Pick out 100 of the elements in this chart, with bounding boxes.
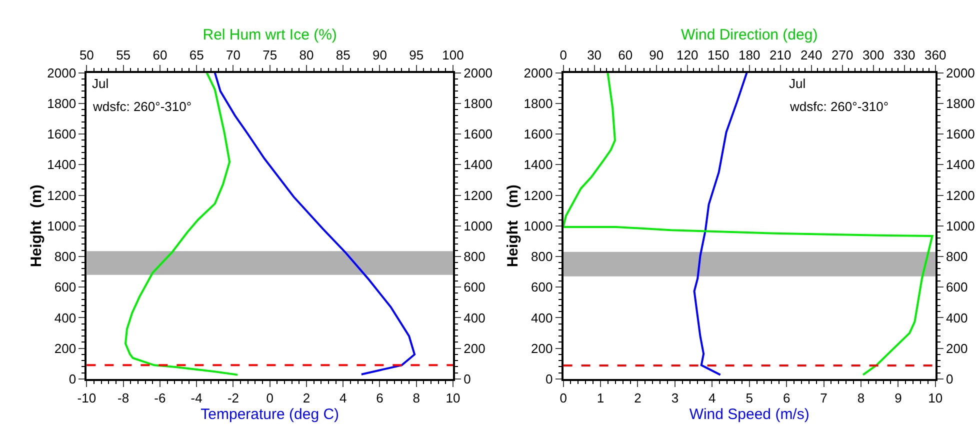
x-tick-label: 4 <box>708 390 716 406</box>
x-tick-label: 5 <box>746 390 753 406</box>
x2-tick-label: 330 <box>894 48 916 63</box>
line-series <box>214 72 416 376</box>
x-tick-label: 2 <box>302 390 310 406</box>
y-tick-label: 1800 <box>524 96 553 111</box>
y-tick-label: 1200 <box>47 188 76 203</box>
y2-tick-label: 1200 <box>946 188 975 203</box>
x2-tick-label: 240 <box>800 48 822 63</box>
y-tick-label: 1800 <box>47 96 76 111</box>
y-tick-label: 400 <box>54 310 76 326</box>
x-tick-label: 8 <box>857 390 865 406</box>
y-tick-label: 800 <box>531 249 553 264</box>
y-tick-label: 1600 <box>47 126 76 142</box>
y-tick-label: 800 <box>54 249 76 264</box>
x-tick-label: 10 <box>928 390 943 406</box>
y-tick-label: 1200 <box>524 188 553 203</box>
y2-tick-label: 1800 <box>464 96 493 111</box>
y2-tick-label: 1400 <box>946 157 975 172</box>
y2-tick-label: 200 <box>464 340 486 356</box>
x-axis-title: Wind Speed (m/s) <box>689 406 810 424</box>
line-series <box>693 72 748 376</box>
x2-tick-label: 180 <box>738 48 760 63</box>
x2-tick-label: 60 <box>618 48 633 63</box>
x-tick-label: 3 <box>671 390 679 406</box>
y-tick-label: 2000 <box>47 65 76 80</box>
x2-tick-label: 60 <box>152 48 168 63</box>
x-tick-label: 8 <box>412 390 420 406</box>
x-tick-label: -4 <box>190 390 202 406</box>
x2-tick-label: 100 <box>442 48 464 63</box>
x2-tick-label: 70 <box>226 48 240 63</box>
x2-tick-label: 270 <box>832 48 854 63</box>
x-tick-label: 6 <box>782 390 790 406</box>
annotation: Jul <box>92 76 109 91</box>
x-tick-label: 7 <box>820 390 828 406</box>
x-tick-label: 2 <box>634 390 642 406</box>
x2-tick-label: 75 <box>262 48 278 63</box>
x2-tick-label: 150 <box>707 48 730 63</box>
y2-tick-label: 2000 <box>946 65 975 80</box>
y2-tick-label: 1800 <box>946 96 975 111</box>
x2-axis-title: Wind Direction (deg) <box>680 26 818 44</box>
y-tick-label: 0 <box>68 372 76 386</box>
y2-tick-label: 1600 <box>946 126 975 142</box>
y-axis-title: Height (m) <box>28 184 45 268</box>
x2-tick-label: 120 <box>676 48 698 63</box>
y2-tick-label: 600 <box>946 280 968 295</box>
x-tick-label: 0 <box>560 390 567 406</box>
x2-tick-label: 85 <box>336 48 350 63</box>
y-tick-label: 2000 <box>524 65 553 80</box>
y-axis-title: Height (m) <box>504 184 522 268</box>
x-tick-label: 0 <box>266 390 274 406</box>
y-tick-label: 0 <box>545 372 553 386</box>
x-tick-label: 1 <box>596 390 604 406</box>
y2-tick-label: 1000 <box>946 218 975 234</box>
y2-tick-label: 2000 <box>464 65 493 80</box>
y2-tick-label: 1400 <box>464 157 493 172</box>
x2-tick-label: 95 <box>409 48 424 63</box>
x2-tick-label: 65 <box>189 48 204 63</box>
x2-axis-title: Rel Hum wrt Ice (%) <box>202 26 337 44</box>
y2-tick-label: 1600 <box>464 126 493 142</box>
y2-tick-label: 800 <box>464 249 486 264</box>
y-tick-label: 1000 <box>47 218 76 234</box>
x2-tick-label: 80 <box>299 48 314 63</box>
y-tick-label: 600 <box>54 280 76 295</box>
x2-tick-label: 300 <box>862 48 884 63</box>
y-tick-label: 1000 <box>524 218 553 234</box>
y-tick-label: 200 <box>54 340 76 356</box>
y2-tick-label: 400 <box>464 310 486 326</box>
y-tick-label: 400 <box>531 310 553 326</box>
x2-tick-label: 0 <box>560 48 567 63</box>
x-axis-title: Temperature (deg C) <box>200 406 340 424</box>
x-tick-label: 10 <box>446 390 460 406</box>
y2-tick-label: 600 <box>464 280 486 295</box>
y-tick-label: 1600 <box>524 126 553 142</box>
x-tick-label: -8 <box>118 390 130 406</box>
x-tick-label: -6 <box>154 390 166 406</box>
x-tick-label: -2 <box>227 390 239 406</box>
x2-tick-label: 210 <box>770 48 792 63</box>
y-tick-label: 1400 <box>47 157 76 172</box>
y2-tick-label: 0 <box>464 372 471 386</box>
x-tick-label: 9 <box>894 390 902 406</box>
y2-tick-label: 0 <box>946 372 954 386</box>
x2-tick-label: 90 <box>649 48 664 63</box>
x2-tick-label: 90 <box>372 48 387 63</box>
y2-tick-label: 400 <box>946 310 968 326</box>
x2-tick-label: 30 <box>587 48 602 63</box>
x-tick-label: -10 <box>77 390 96 406</box>
x2-tick-label: 360 <box>924 48 946 63</box>
x-tick-label: 6 <box>376 390 384 406</box>
x2-tick-label: 55 <box>116 48 131 63</box>
y-tick-label: 600 <box>531 280 553 295</box>
x2-tick-label: 50 <box>79 48 94 63</box>
annotation: wdsfc: 260°-310° <box>92 99 192 114</box>
y-tick-label: 200 <box>531 340 553 356</box>
y2-tick-label: 200 <box>946 340 968 356</box>
y-tick-label: 1400 <box>524 157 553 172</box>
x-tick-label: 4 <box>340 390 347 406</box>
y2-tick-label: 800 <box>946 249 968 264</box>
y2-tick-label: 1000 <box>464 218 493 234</box>
annotation: wdsfc: 260°-310° <box>789 99 889 114</box>
